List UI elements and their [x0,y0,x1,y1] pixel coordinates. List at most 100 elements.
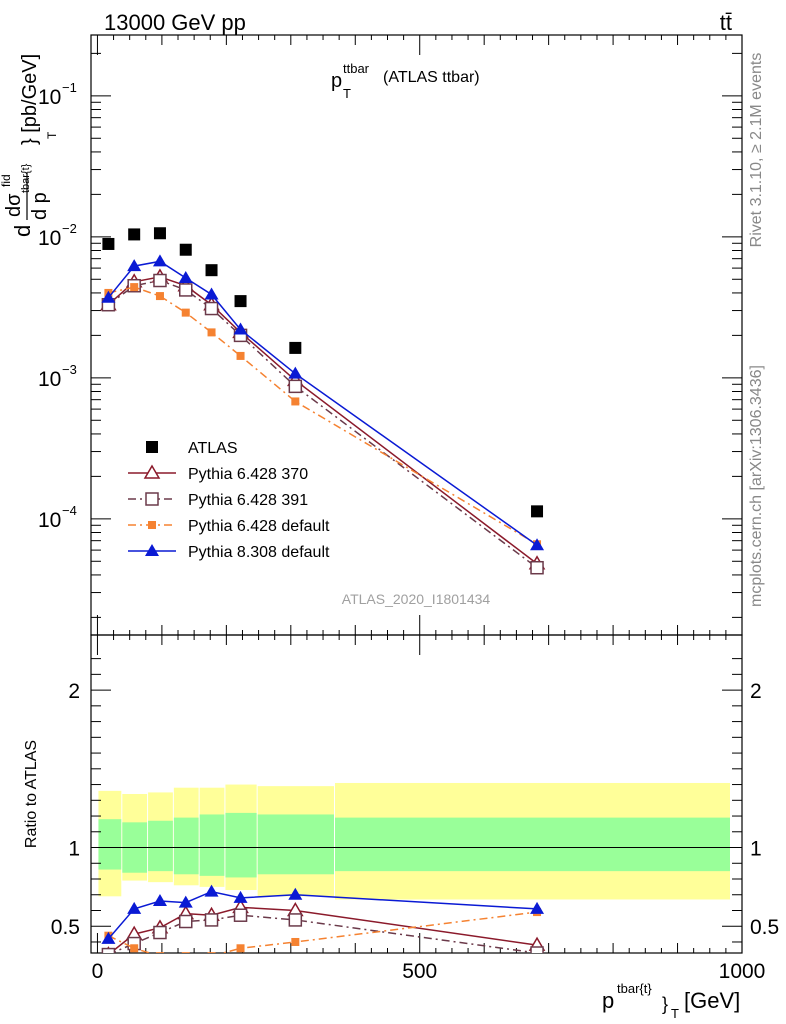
ratio-y-tick-label-right: 2 [750,680,762,703]
legend-marker [148,521,156,529]
main-x-ticks [96,35,743,635]
ylabel-d: d [10,225,35,237]
legend-label: Pythia 6.428 370 [188,466,308,483]
ratio-data-point [233,908,248,922]
ratio-data-point [130,944,139,953]
x-tick-label: 500 [402,960,437,983]
data-point [236,351,245,360]
legend-marker [143,464,161,479]
chart-title-sup: ttbar [343,61,370,76]
ratio-data-point [530,946,544,953]
data-point [127,259,142,272]
data-point [289,341,302,354]
data-point [181,308,190,317]
xlabel-unit: [GeV] [684,988,740,1013]
data-point [530,560,544,575]
chart-title-suffix: (ATLAS ttbar) [383,69,480,86]
legend-label: Pythia 6.428 391 [188,492,308,509]
analysis-watermark: ATLAS_2020_I1801434 [342,591,491,607]
xlabel-sup: tbar{t} [617,981,652,996]
data-point [130,283,139,292]
uncertainty-band-inner [98,819,122,870]
ratio-series-line [109,906,538,953]
energy-label: 13000 GeV pp [104,10,246,35]
ratio-y-tick-label: 0.5 [51,916,80,939]
y-tick-label-exponent: −4 [62,503,77,518]
data-point [233,322,248,335]
uncertainty-band-inner [257,814,334,875]
rivet-version-label: Rivet 3.1.10, ≥ 2.1M events [748,53,765,248]
x-tick-label: 0 [92,960,104,983]
uncertainty-band-inner [148,820,173,872]
ratio-data-point [236,944,245,953]
series-line [107,260,538,546]
legend-label: Pythia 8.308 default [188,544,330,561]
data-point [101,290,116,303]
ratio-y-axis-label: Ratio to ATLAS [23,740,40,848]
data-point [179,243,192,256]
mcplots-label: mcplots.cern.ch [arXiv:1306.3436] [748,365,765,607]
ratio-data-point [207,952,216,953]
ratio-data-point [233,890,248,903]
uncertainty-band-inner [334,817,730,872]
ratio-data-point [152,894,167,907]
ylabel-unit: } [pb/GeV] [19,54,41,145]
xlabel-brace: } [662,994,668,1014]
chart-title-sub: T [343,86,351,101]
x-axis-label: p tbar{t} } T [GeV] [602,981,740,1021]
y-tick-label-exponent: −2 [62,221,77,236]
legend-marker [145,544,159,556]
y-tick-label: 10 [38,368,61,391]
data-point [288,366,303,379]
data-point [531,505,544,518]
ratio-y-tick-label-right: 0.5 [750,916,779,939]
data-point [288,379,303,394]
main-y-axis-label: d dσ fid d p tbar{t} T } [pb/GeV] [0,54,59,237]
legend: ATLAS Pythia 6.428 370 Pythia 6.428 391 Pyt… [128,440,330,561]
legend-label: Pythia 6.428 default [188,518,330,535]
data-point [153,227,166,240]
data-point [102,237,115,250]
legend-marker [146,441,158,453]
ratio-data-point [288,913,303,927]
chart-title-p: p [331,70,342,92]
ratio-data-point [101,947,116,953]
y-tick-label: 10 [38,509,61,532]
process-label: tt̄ [720,10,732,35]
ratio-series [101,884,546,953]
data-point [234,295,247,308]
x-tick-label: 1000 [719,960,766,983]
ratio-data-point [155,952,164,953]
ratio-panel-frame [90,634,743,954]
legend-marker [145,492,159,506]
ylabel-dsigma: dσ [3,193,25,217]
ratio-series-group [101,884,546,953]
ratio-data-point [127,901,142,914]
ratio-data-point [181,952,190,953]
main-series [100,227,546,575]
ylabel-tbar: tbar{t} [20,163,32,193]
data-point [291,397,300,406]
ratio-data-point [204,884,219,897]
ratio-data-point [178,914,193,929]
xlabel-p: p [602,988,614,1013]
data-point [204,301,219,316]
xlabel-sub: T [671,1006,679,1021]
ratio-series-line [108,911,538,953]
ratio-y-tick-label: 2 [68,680,80,703]
ratio-data-point [101,931,116,944]
ratio-data-point [153,925,167,940]
y-tick-label-exponent: −1 [62,80,77,95]
data-point [178,271,193,284]
ratio-data-point [178,895,193,908]
uncertainty-band-inner [225,812,257,878]
ratio-data-point [204,913,219,927]
ratio-uncertainty-bands [91,782,742,900]
ratio-y-ticks: 0.5 0.5 1 1 2 2 [51,658,779,943]
series-line [108,286,538,545]
ylabel-dp: d p [29,192,51,220]
uncertainty-band-inner [199,814,225,876]
data-point [155,292,164,301]
data-point [205,264,218,277]
